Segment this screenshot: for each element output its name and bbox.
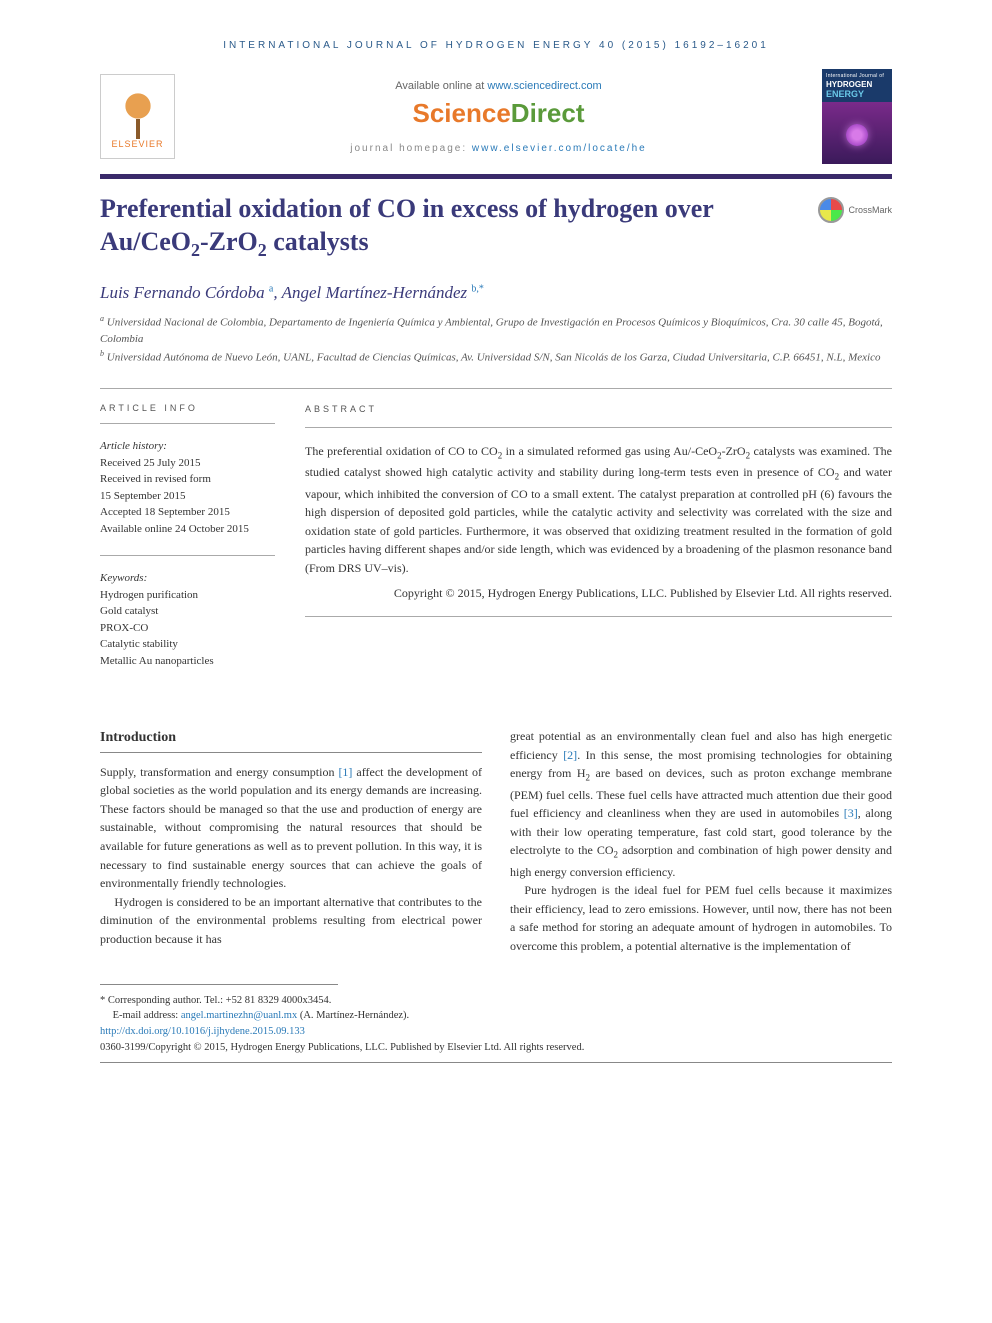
sciencedirect-link[interactable]: www.sciencedirect.com (487, 80, 601, 92)
journal-cover-thumbnail[interactable]: International Journal of HYDROGEN ENERGY (822, 69, 892, 164)
accepted-date: Accepted 18 September 2015 (100, 504, 275, 521)
author-1-name: Luis Fernando Córdoba (100, 283, 265, 302)
divider (100, 388, 892, 389)
body-column-right: great potential as an environmentally cl… (510, 727, 892, 956)
footer-bottom-rule (100, 1062, 892, 1063)
article-info-column: ARTICLE INFO Article history: Received 2… (100, 403, 275, 687)
keyword-2: Gold catalyst (100, 603, 275, 620)
sd-logo-part1: Science (413, 98, 511, 128)
revised-label: Received in revised form (100, 471, 275, 488)
intro-p2-cont: great potential as an environmentally cl… (510, 727, 892, 881)
cover-graphic-icon (846, 124, 868, 146)
doi-link[interactable]: http://dx.doi.org/10.1016/j.ijhydene.201… (100, 1026, 305, 1037)
authors-line: Luis Fernando Córdoba a, Angel Martínez-… (100, 283, 892, 303)
keywords-block: Keywords: Hydrogen purification Gold cat… (100, 570, 275, 669)
divider (305, 616, 892, 617)
intro-p1: Supply, transformation and energy consum… (100, 763, 482, 893)
crossmark-label: CrossMark (848, 205, 892, 215)
introduction-heading: Introduction (100, 727, 482, 753)
divider (100, 555, 275, 556)
author-2[interactable]: Angel Martínez-Hernández b,* (282, 283, 484, 302)
history-label: Article history: (100, 438, 275, 455)
crossmark-icon (818, 197, 844, 223)
abs-t1: The preferential oxidation of CO to CO (305, 444, 498, 458)
p1-t2: affect the development of global societi… (100, 765, 482, 891)
ref-link-2[interactable]: [2] (563, 748, 577, 762)
email-label: E-mail address: (113, 1010, 181, 1021)
center-publisher-block: Available online at www.sciencedirect.co… (175, 80, 822, 154)
sciencedirect-logo[interactable]: ScienceDirect (175, 98, 822, 129)
abstract-copyright: Copyright © 2015, Hydrogen Energy Public… (305, 584, 892, 603)
affiliation-a: a Universidad Nacional de Colombia, Depa… (100, 313, 892, 348)
info-abstract-row: ARTICLE INFO Article history: Received 2… (100, 403, 892, 687)
received-date: Received 25 July 2015 (100, 455, 275, 472)
title-separator-bar (100, 174, 892, 179)
abstract-column: ABSTRACT The preferential oxidation of C… (305, 403, 892, 687)
elsevier-label: ELSEVIER (111, 139, 163, 149)
email-paren: (A. Martínez-Hernández). (297, 1010, 409, 1021)
available-prefix: Available online at (395, 80, 487, 92)
title-row: Preferential oxidation of CO in excess o… (100, 193, 892, 261)
abstract-text: The preferential oxidation of CO to CO2 … (305, 442, 892, 578)
corresponding-mark: * (479, 284, 484, 295)
article-info-label: ARTICLE INFO (100, 403, 275, 413)
issn-copyright-line: 0360-3199/Copyright © 2015, Hydrogen Ene… (100, 1040, 892, 1056)
intro-p3: Pure hydrogen is the ideal fuel for PEM … (510, 881, 892, 955)
doi-line: http://dx.doi.org/10.1016/j.ijhydene.201… (100, 1024, 892, 1040)
author-1[interactable]: Luis Fernando Córdoba a (100, 283, 273, 302)
corresponding-author-line: * Corresponding author. Tel.: +52 81 832… (100, 993, 892, 1009)
title-sub2: 2 (258, 240, 267, 260)
cover-line2: HYDROGEN (826, 80, 888, 89)
sd-logo-part2: Direct (511, 98, 585, 128)
abs-t3: -ZrO (722, 444, 746, 458)
author-2-affil-sup: b, (471, 284, 479, 295)
corr-tel: Tel.: +52 81 8329 4000x3454. (202, 995, 332, 1006)
homepage-prefix: journal homepage: (350, 143, 472, 154)
elsevier-logo[interactable]: ELSEVIER (100, 74, 175, 159)
footnote-separator (100, 984, 338, 985)
divider (100, 423, 275, 424)
footer-block: * Corresponding author. Tel.: +52 81 832… (100, 993, 892, 1056)
abs-t2: in a simulated reformed gas using Au/-Ce… (502, 444, 717, 458)
title-text-2: -ZrO (200, 227, 258, 256)
author-2-name: Angel Martínez-Hernández (282, 283, 468, 302)
abstract-label: ABSTRACT (305, 403, 892, 417)
article-title: Preferential oxidation of CO in excess o… (100, 193, 798, 261)
publisher-row: ELSEVIER Available online at www.science… (100, 69, 892, 164)
title-sub1: 2 (191, 240, 200, 260)
journal-homepage-text: journal homepage: www.elsevier.com/locat… (175, 143, 822, 154)
abs-t5: and water vapour, which inhibited the co… (305, 465, 892, 575)
corresponding-email-link[interactable]: angel.martinezhn@uanl.mx (181, 1010, 297, 1021)
cover-line3: ENERGY (826, 89, 888, 99)
journal-homepage-link[interactable]: www.elsevier.com/locate/he (472, 143, 647, 154)
cover-line1: International Journal of (826, 73, 888, 79)
online-date: Available online 24 October 2015 (100, 521, 275, 538)
keyword-3: PROX-CO (100, 620, 275, 637)
body-column-left: Introduction Supply, transformation and … (100, 727, 482, 956)
email-line: E-mail address: angel.martinezhn@uanl.mx… (100, 1008, 892, 1024)
journal-citation-header: INTERNATIONAL JOURNAL OF HYDROGEN ENERGY… (100, 40, 892, 51)
title-text-3: catalysts (267, 227, 369, 256)
keyword-4: Catalytic stability (100, 636, 275, 653)
affiliations-block: a Universidad Nacional de Colombia, Depa… (100, 313, 892, 366)
affil-a-text: Universidad Nacional de Colombia, Depart… (100, 317, 883, 346)
ref-link-1[interactable]: [1] (338, 765, 352, 779)
article-history-block: Article history: Received 25 July 2015 R… (100, 438, 275, 537)
keyword-5: Metallic Au nanoparticles (100, 653, 275, 670)
keyword-1: Hydrogen purification (100, 587, 275, 604)
revised-date: 15 September 2015 (100, 488, 275, 505)
affil-b-text: Universidad Autónoma de Nuevo León, UANL… (104, 352, 880, 364)
intro-p2: Hydrogen is considered to be an importan… (100, 893, 482, 949)
body-two-columns: Introduction Supply, transformation and … (100, 727, 892, 956)
affiliation-b: b Universidad Autónoma de Nuevo León, UA… (100, 348, 892, 366)
author-1-affil-sup: a (269, 284, 273, 295)
available-online-text: Available online at www.sciencedirect.co… (175, 80, 822, 92)
corr-label: * Corresponding author. (100, 995, 202, 1006)
ref-link-3[interactable]: [3] (844, 806, 858, 820)
keywords-label: Keywords: (100, 570, 275, 587)
crossmark-badge[interactable]: CrossMark (818, 197, 892, 223)
p1-t1: Supply, transformation and energy consum… (100, 765, 338, 779)
divider (305, 427, 892, 428)
elsevier-tree-icon (113, 84, 163, 139)
